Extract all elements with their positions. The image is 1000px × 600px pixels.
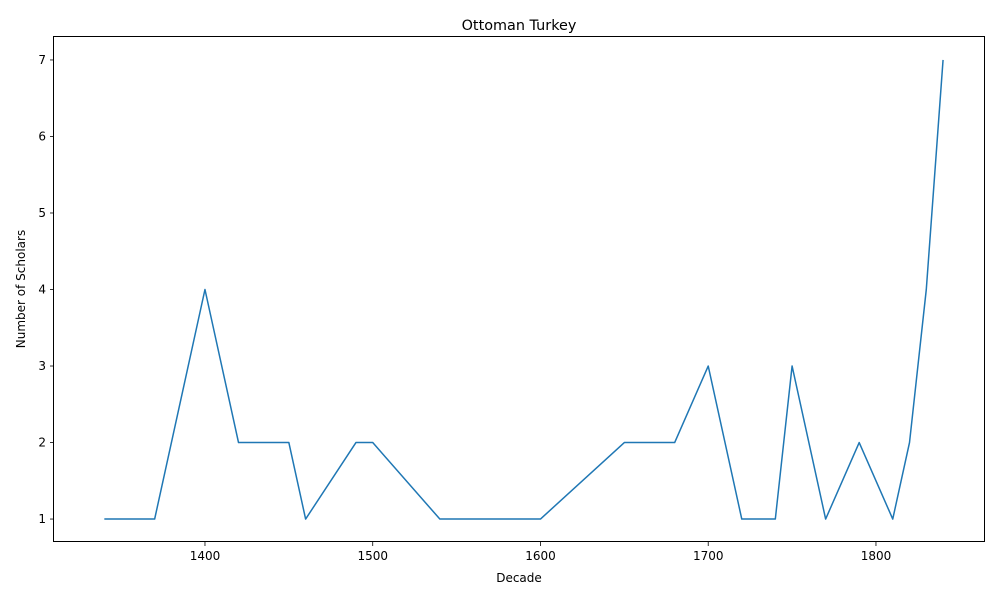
x-axis: 1400 1500 1600 1700 1800 [190,542,892,563]
x-tick-label: 1800 [861,549,892,563]
y-tick-label: 6 [38,129,46,143]
plot-frame [53,36,985,542]
y-tick-label: 4 [38,283,46,297]
plot-area [104,59,944,520]
y-axis: 1 2 3 4 5 6 7 [38,53,54,526]
y-tick-label: 2 [38,436,46,450]
y-tick-label: 5 [38,206,46,220]
chart-title: Ottoman Turkey [462,18,577,34]
x-tick-label: 1400 [190,549,221,563]
y-tick-label: 3 [38,359,46,373]
x-tick-label: 1600 [525,549,556,563]
x-tick-label: 1700 [693,549,724,563]
y-tick-label: 1 [38,512,46,526]
y-tick-label: 7 [38,53,46,67]
x-tick-label: 1500 [357,549,388,563]
series-line [104,59,944,520]
x-axis-label: Decade [496,571,542,585]
y-axis-label: Number of Scholars [14,230,28,348]
